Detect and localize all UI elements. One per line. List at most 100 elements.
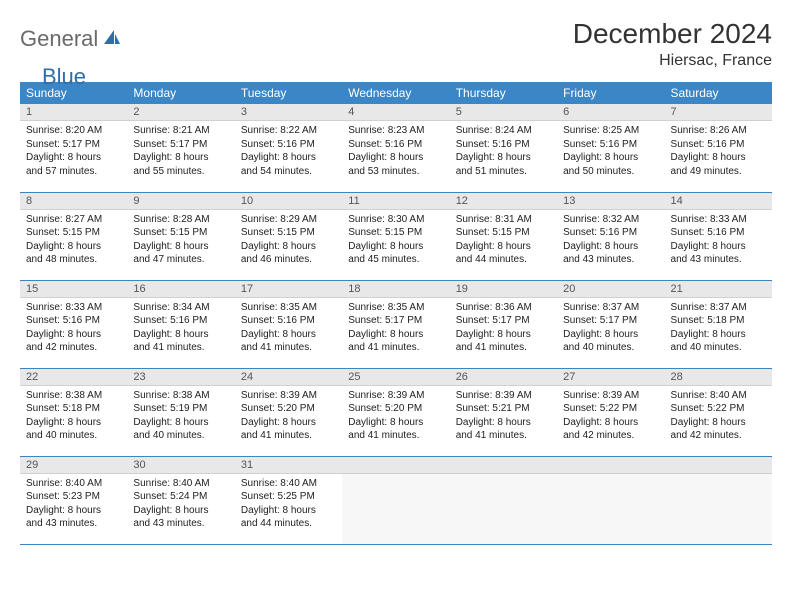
calendar-cell: 21Sunrise: 8:37 AMSunset: 5:18 PMDayligh… — [665, 280, 772, 368]
logo-sail-icon — [102, 28, 122, 51]
day-line-dl1: Daylight: 8 hours — [563, 240, 658, 254]
day-line-dl2: and 40 minutes. — [133, 429, 228, 443]
calendar-cell: 6Sunrise: 8:25 AMSunset: 5:16 PMDaylight… — [557, 104, 664, 192]
day-line-dl2: and 43 minutes. — [133, 517, 228, 531]
day-line-sr: Sunrise: 8:20 AM — [26, 124, 121, 138]
day-line-dl2: and 43 minutes. — [26, 517, 121, 531]
day-line-ss: Sunset: 5:18 PM — [671, 314, 766, 328]
calendar-cell — [342, 456, 449, 544]
day-line-dl1: Daylight: 8 hours — [133, 151, 228, 165]
day-line-ss: Sunset: 5:17 PM — [563, 314, 658, 328]
day-line-ss: Sunset: 5:19 PM — [133, 402, 228, 416]
day-line-dl1: Daylight: 8 hours — [26, 416, 121, 430]
day-line-dl1: Daylight: 8 hours — [348, 328, 443, 342]
logo: General — [20, 18, 124, 52]
day-line-dl2: and 51 minutes. — [456, 165, 551, 179]
day-content: Sunrise: 8:21 AMSunset: 5:17 PMDaylight:… — [127, 121, 234, 182]
title-block: December 2024 Hiersac, France — [573, 18, 772, 70]
day-line-ss: Sunset: 5:17 PM — [456, 314, 551, 328]
day-line-dl1: Daylight: 8 hours — [26, 240, 121, 254]
day-line-sr: Sunrise: 8:40 AM — [133, 477, 228, 491]
day-line-ss: Sunset: 5:16 PM — [456, 138, 551, 152]
calendar-row: 29Sunrise: 8:40 AMSunset: 5:23 PMDayligh… — [20, 456, 772, 544]
day-number: 5 — [450, 104, 557, 121]
day-line-sr: Sunrise: 8:39 AM — [563, 389, 658, 403]
day-line-ss: Sunset: 5:17 PM — [26, 138, 121, 152]
day-line-ss: Sunset: 5:15 PM — [26, 226, 121, 240]
day-content: Sunrise: 8:33 AMSunset: 5:16 PMDaylight:… — [20, 298, 127, 359]
day-line-sr: Sunrise: 8:26 AM — [671, 124, 766, 138]
day-line-ss: Sunset: 5:20 PM — [241, 402, 336, 416]
day-line-dl1: Daylight: 8 hours — [348, 240, 443, 254]
day-line-dl2: and 57 minutes. — [26, 165, 121, 179]
day-line-ss: Sunset: 5:16 PM — [563, 226, 658, 240]
day-line-dl1: Daylight: 8 hours — [456, 151, 551, 165]
day-line-dl2: and 40 minutes. — [563, 341, 658, 355]
day-line-dl1: Daylight: 8 hours — [133, 416, 228, 430]
day-content: Sunrise: 8:32 AMSunset: 5:16 PMDaylight:… — [557, 210, 664, 271]
day-number: 21 — [665, 281, 772, 298]
calendar-cell: 10Sunrise: 8:29 AMSunset: 5:15 PMDayligh… — [235, 192, 342, 280]
weekday-header: Tuesday — [235, 82, 342, 104]
day-content: Sunrise: 8:34 AMSunset: 5:16 PMDaylight:… — [127, 298, 234, 359]
day-line-sr: Sunrise: 8:22 AM — [241, 124, 336, 138]
day-line-dl1: Daylight: 8 hours — [563, 151, 658, 165]
day-line-sr: Sunrise: 8:35 AM — [348, 301, 443, 315]
day-content: Sunrise: 8:35 AMSunset: 5:16 PMDaylight:… — [235, 298, 342, 359]
day-number: 9 — [127, 193, 234, 210]
day-line-sr: Sunrise: 8:29 AM — [241, 213, 336, 227]
day-line-ss: Sunset: 5:23 PM — [26, 490, 121, 504]
calendar-row: 15Sunrise: 8:33 AMSunset: 5:16 PMDayligh… — [20, 280, 772, 368]
day-line-sr: Sunrise: 8:39 AM — [241, 389, 336, 403]
day-number: 8 — [20, 193, 127, 210]
day-line-sr: Sunrise: 8:37 AM — [563, 301, 658, 315]
day-line-dl2: and 44 minutes. — [241, 517, 336, 531]
calendar-cell — [450, 456, 557, 544]
calendar-cell: 18Sunrise: 8:35 AMSunset: 5:17 PMDayligh… — [342, 280, 449, 368]
day-content: Sunrise: 8:20 AMSunset: 5:17 PMDaylight:… — [20, 121, 127, 182]
day-number: 10 — [235, 193, 342, 210]
day-line-sr: Sunrise: 8:33 AM — [671, 213, 766, 227]
day-line-dl2: and 54 minutes. — [241, 165, 336, 179]
day-line-dl2: and 41 minutes. — [456, 429, 551, 443]
day-line-sr: Sunrise: 8:39 AM — [456, 389, 551, 403]
calendar-cell: 5Sunrise: 8:24 AMSunset: 5:16 PMDaylight… — [450, 104, 557, 192]
calendar-cell: 17Sunrise: 8:35 AMSunset: 5:16 PMDayligh… — [235, 280, 342, 368]
day-line-ss: Sunset: 5:25 PM — [241, 490, 336, 504]
day-line-ss: Sunset: 5:24 PM — [133, 490, 228, 504]
day-number-empty — [342, 457, 449, 474]
day-line-sr: Sunrise: 8:25 AM — [563, 124, 658, 138]
day-line-dl1: Daylight: 8 hours — [671, 240, 766, 254]
calendar-cell: 9Sunrise: 8:28 AMSunset: 5:15 PMDaylight… — [127, 192, 234, 280]
day-line-sr: Sunrise: 8:40 AM — [671, 389, 766, 403]
day-line-sr: Sunrise: 8:38 AM — [26, 389, 121, 403]
day-line-ss: Sunset: 5:15 PM — [348, 226, 443, 240]
calendar-cell: 4Sunrise: 8:23 AMSunset: 5:16 PMDaylight… — [342, 104, 449, 192]
day-line-ss: Sunset: 5:16 PM — [241, 138, 336, 152]
calendar-cell: 2Sunrise: 8:21 AMSunset: 5:17 PMDaylight… — [127, 104, 234, 192]
day-line-dl1: Daylight: 8 hours — [563, 416, 658, 430]
calendar-cell: 26Sunrise: 8:39 AMSunset: 5:21 PMDayligh… — [450, 368, 557, 456]
day-number: 30 — [127, 457, 234, 474]
day-number: 14 — [665, 193, 772, 210]
month-title: December 2024 — [573, 18, 772, 50]
day-line-sr: Sunrise: 8:31 AM — [456, 213, 551, 227]
day-number: 22 — [20, 369, 127, 386]
day-line-ss: Sunset: 5:17 PM — [348, 314, 443, 328]
day-number: 23 — [127, 369, 234, 386]
day-number: 6 — [557, 104, 664, 121]
day-line-dl1: Daylight: 8 hours — [133, 504, 228, 518]
calendar-row: 8Sunrise: 8:27 AMSunset: 5:15 PMDaylight… — [20, 192, 772, 280]
day-line-dl2: and 53 minutes. — [348, 165, 443, 179]
day-content: Sunrise: 8:25 AMSunset: 5:16 PMDaylight:… — [557, 121, 664, 182]
day-line-dl2: and 42 minutes. — [671, 429, 766, 443]
day-content: Sunrise: 8:30 AMSunset: 5:15 PMDaylight:… — [342, 210, 449, 271]
weekday-header: Saturday — [665, 82, 772, 104]
day-content: Sunrise: 8:39 AMSunset: 5:22 PMDaylight:… — [557, 386, 664, 447]
calendar-cell: 15Sunrise: 8:33 AMSunset: 5:16 PMDayligh… — [20, 280, 127, 368]
day-number: 3 — [235, 104, 342, 121]
day-line-sr: Sunrise: 8:32 AM — [563, 213, 658, 227]
day-line-sr: Sunrise: 8:40 AM — [241, 477, 336, 491]
location: Hiersac, France — [573, 52, 772, 70]
calendar-cell: 20Sunrise: 8:37 AMSunset: 5:17 PMDayligh… — [557, 280, 664, 368]
